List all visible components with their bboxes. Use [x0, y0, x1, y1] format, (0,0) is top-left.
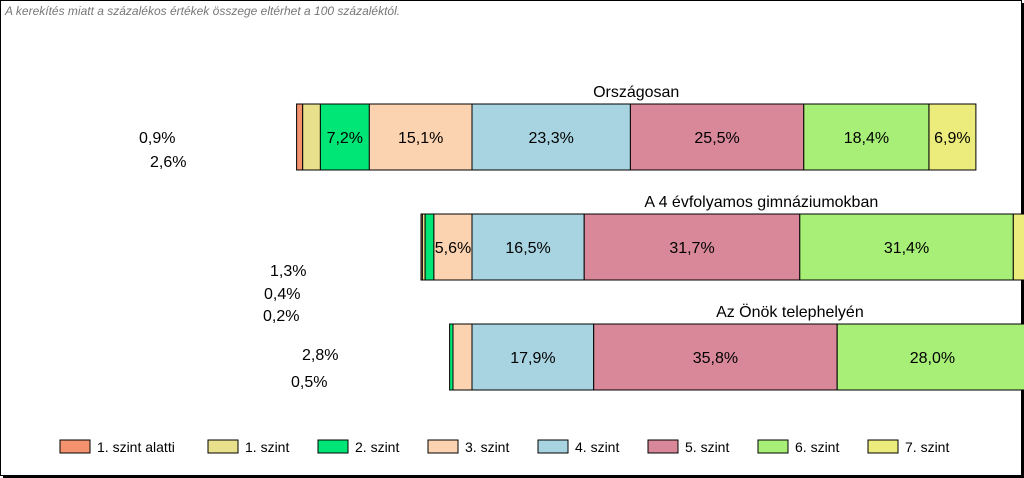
- bar-segment-2-6: [583, 213, 801, 281]
- bar-segment-2-5: [471, 213, 585, 281]
- legend-label-5: 4. szint: [575, 439, 619, 455]
- bar-segment-2-3: [424, 213, 435, 281]
- bar-segment-2-8: [1012, 213, 1024, 281]
- legend-label-1: 1. szint alatti: [97, 439, 175, 455]
- data-label-1-6: 25,5%: [694, 130, 739, 147]
- legend-label-4: 3. szint: [465, 439, 509, 455]
- bar-segment-1-6: [629, 103, 805, 171]
- legend-swatch-1: [59, 439, 91, 454]
- bar-segment-2-7: [799, 213, 1014, 281]
- legend-label-3: 2. szint: [355, 439, 399, 455]
- legend-label-8: 7. szint: [905, 439, 949, 455]
- data-label-1-8: 6,9%: [934, 130, 970, 147]
- bar-segment-1-3: [319, 103, 370, 171]
- group-title-3: Az Önök telephelyén: [716, 303, 864, 321]
- data-label-3-5: 17,9%: [510, 350, 555, 367]
- data-label-1-3: 7,2%: [327, 130, 363, 147]
- data-label-2-5: 16,5%: [505, 240, 550, 257]
- bar-segment-3-3: [449, 323, 454, 391]
- rounding-note: A kerekítés miatt a százalékos értékek ö…: [5, 4, 401, 18]
- group-title-1: Országosan: [593, 84, 679, 101]
- legend-swatch-8: [867, 439, 899, 454]
- data-label-1-5: 23,3%: [529, 130, 574, 147]
- bar-segment-3-4: [452, 323, 473, 391]
- legend-swatch-4: [427, 439, 459, 454]
- data-label-1-1: 0,9%: [139, 130, 175, 147]
- data-label-1-7: 18,4%: [844, 130, 889, 147]
- data-label-3-6: 35,8%: [693, 350, 738, 367]
- data-label-1-4: 15,1%: [398, 130, 443, 147]
- data-label-3-7: 28,0%: [910, 350, 955, 367]
- legend-swatch-5: [537, 439, 569, 454]
- bar-segment-1-7: [803, 103, 930, 171]
- data-label-3-4: 2,8%: [302, 347, 338, 364]
- legend-swatch-2: [207, 439, 239, 454]
- bar-segment-3-7: [836, 323, 1024, 391]
- data-label-2-6: 31,7%: [669, 240, 714, 257]
- data-label-2-7: 31,4%: [884, 240, 929, 257]
- legend-label-6: 5. szint: [685, 439, 729, 455]
- data-label-3-3: 0,5%: [291, 374, 327, 391]
- bar-segment-1-8: [928, 103, 977, 171]
- legend-swatch-7: [757, 439, 789, 454]
- data-label-2-1: 0,2%: [263, 308, 299, 325]
- legend-swatch-6: [647, 439, 679, 454]
- legend-label-2: 1. szint: [245, 439, 289, 455]
- group-title-2: A 4 évfolyamos gimnáziumokban: [644, 194, 878, 211]
- data-label-1-2: 2,6%: [150, 154, 186, 171]
- bar-segment-1-1: [296, 103, 304, 171]
- legend-swatch-3: [317, 439, 349, 454]
- data-label-2-4: 5,6%: [435, 240, 471, 257]
- data-label-2-2: 0,4%: [264, 286, 300, 303]
- bar-segment-1-2: [302, 103, 321, 171]
- bar-segment-3-6: [593, 323, 838, 391]
- data-label-2-3: 1,3%: [270, 263, 306, 280]
- legend-label-7: 6. szint: [795, 439, 839, 455]
